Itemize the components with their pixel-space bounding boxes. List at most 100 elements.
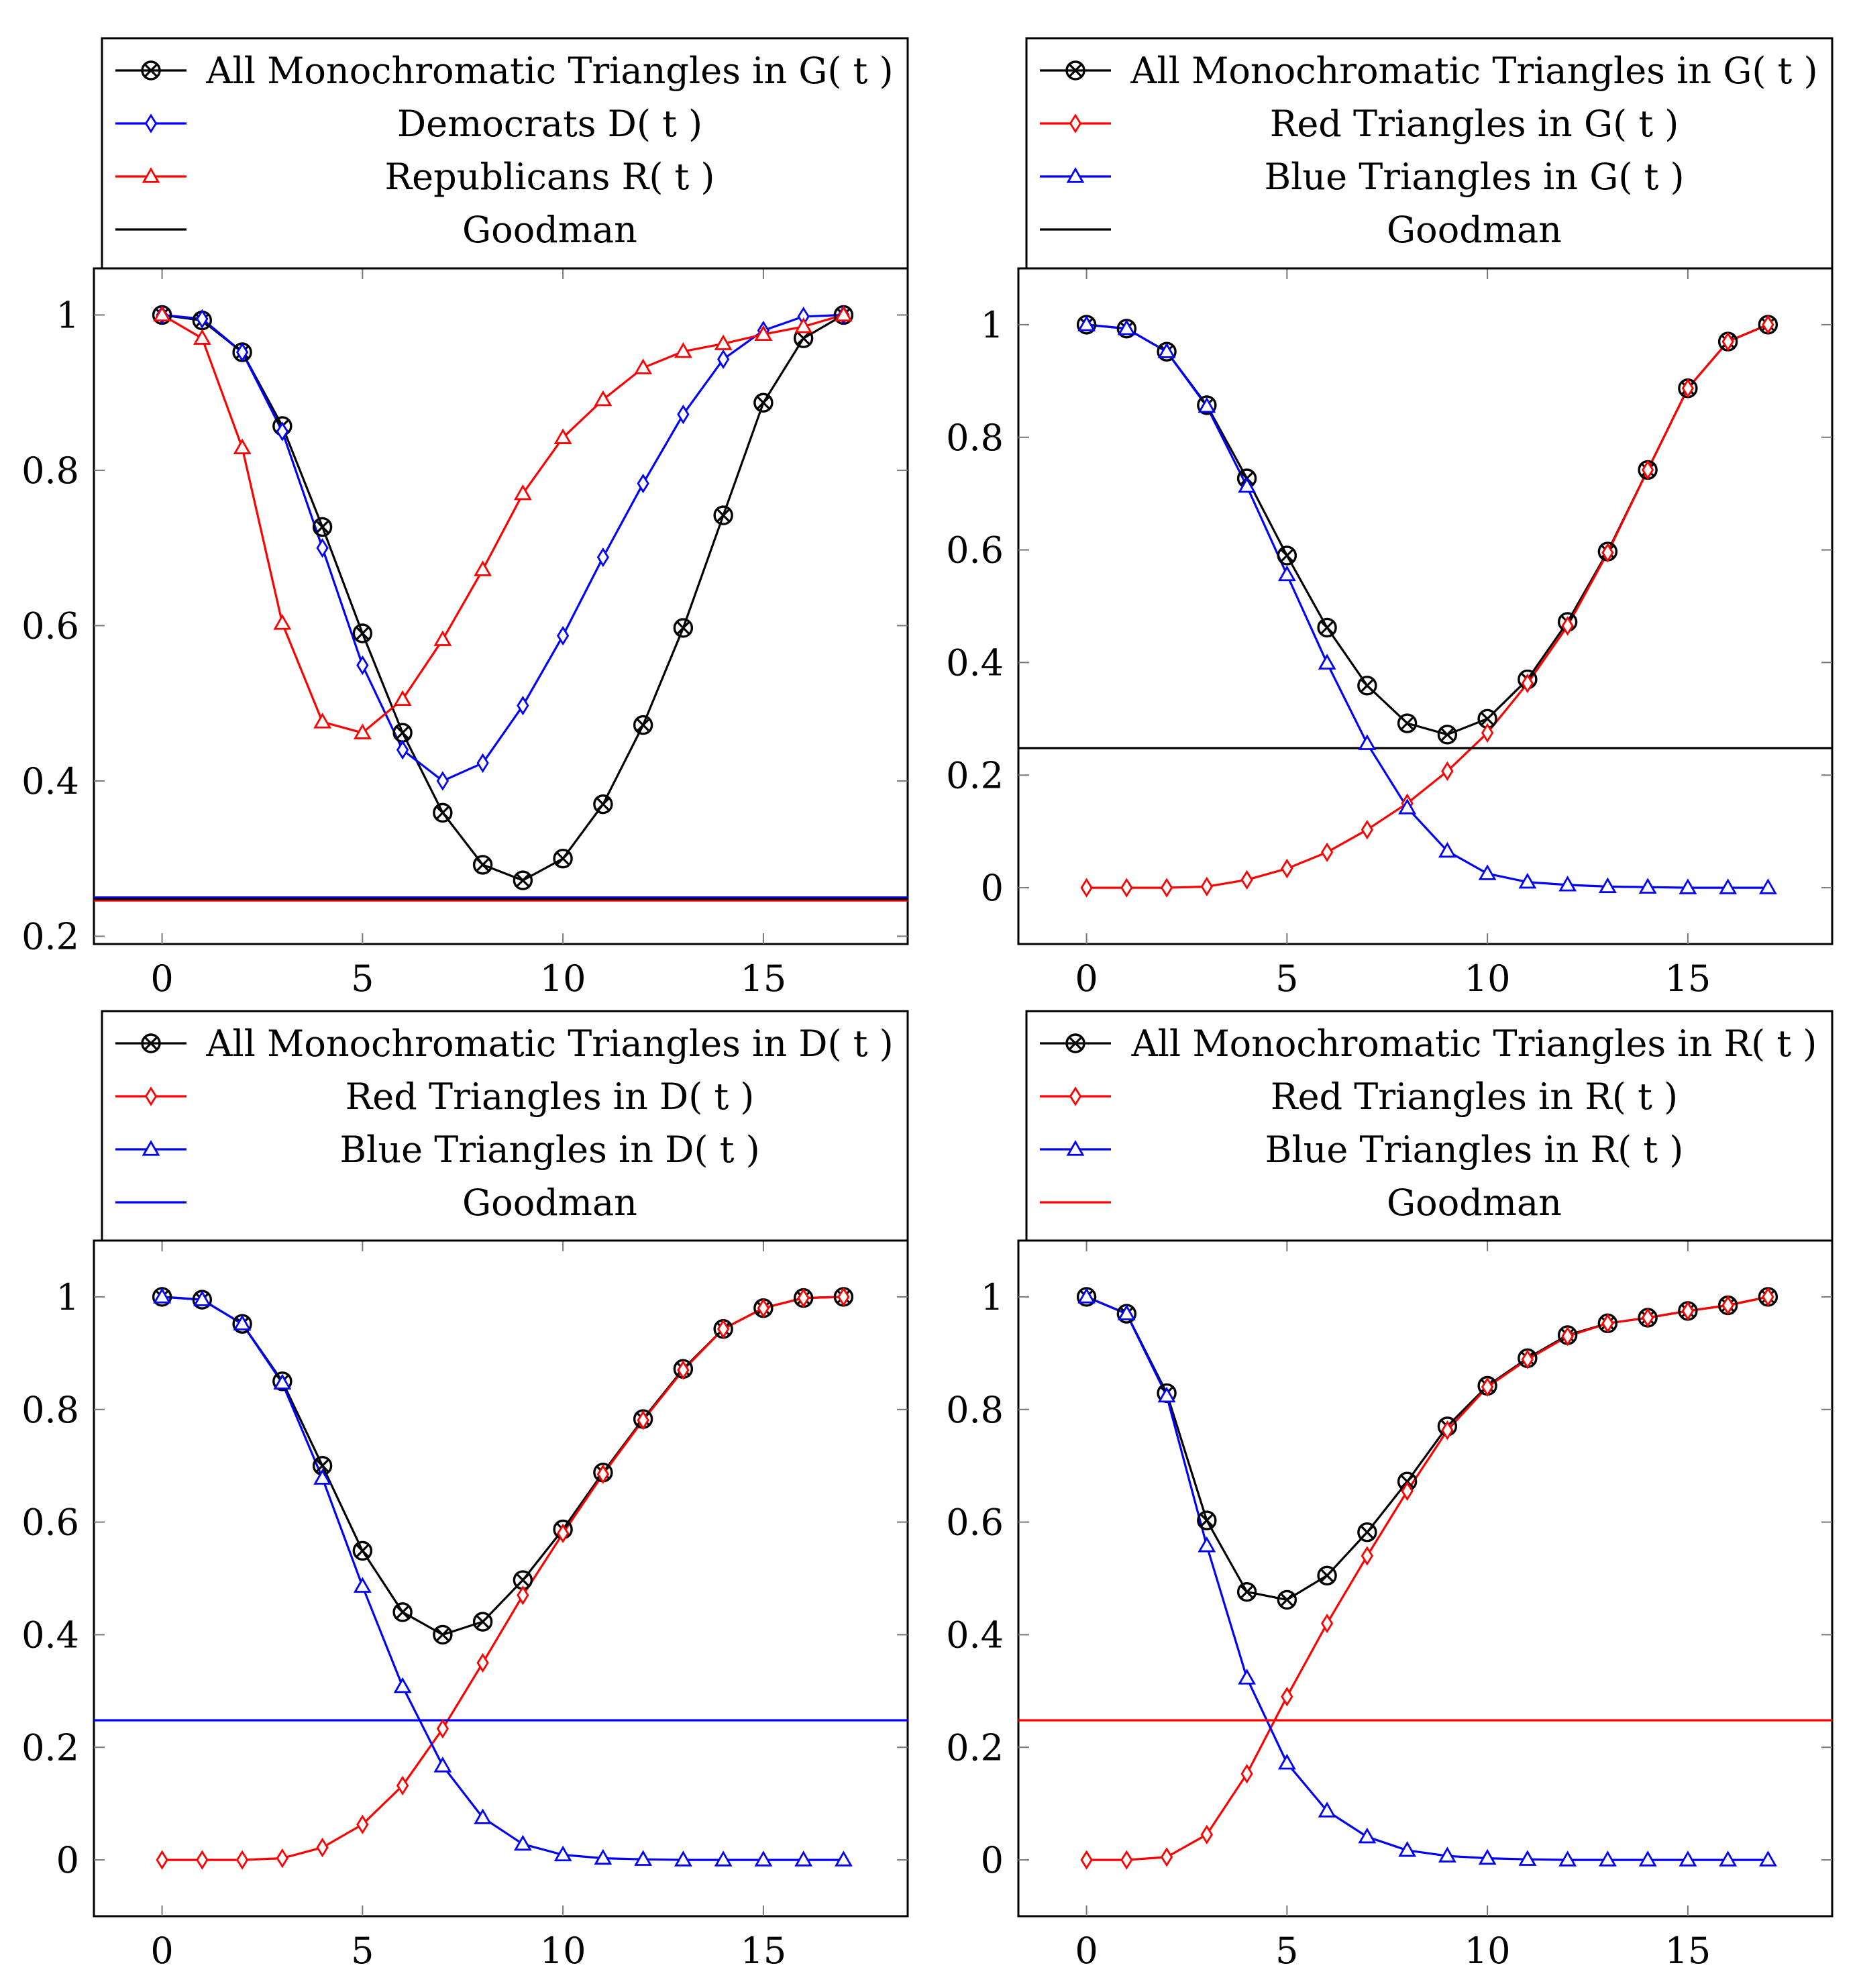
- legend-entry-label: Red Triangles in R( t ): [1271, 1076, 1678, 1118]
- data-point: [476, 753, 489, 773]
- data-point-ring: [472, 855, 493, 875]
- data-point: [1277, 565, 1296, 582]
- data-point: [634, 1850, 653, 1866]
- legend-entry-label: All Monochromatic Triangles in D( t ): [205, 1023, 893, 1065]
- data-point-cross: [1280, 548, 1294, 563]
- data-point: [153, 305, 171, 322]
- data-point-cross: [476, 857, 490, 872]
- chart-panel-bottom-left: 0 5 10 15 0 0.2 0.4 0.6 0.8 1 All Monochromatic Tr…: [21, 1010, 909, 1972]
- y-tick-label: 0.2: [21, 1726, 79, 1769]
- legend-entry-label: All Monochromatic Triangles in G( t ): [205, 50, 893, 92]
- x-tick-label: 0: [1075, 1930, 1098, 1972]
- data-point: [1762, 315, 1774, 335]
- y-tick-label: 0: [981, 1839, 1004, 1881]
- data-point-cross: [1480, 712, 1495, 726]
- data-point: [633, 715, 653, 735]
- data-point: [513, 1834, 532, 1851]
- data-point: [716, 1319, 730, 1339]
- y-tick-label: 0.6: [21, 605, 79, 647]
- series-line-1: [162, 313, 844, 782]
- x-tick-label: 0: [1075, 957, 1098, 1000]
- data-point: [352, 623, 373, 643]
- series-markers-1: [1080, 315, 1774, 898]
- data-point: [794, 317, 813, 333]
- data-point-ring: [352, 1540, 373, 1561]
- data-point: [1198, 1536, 1216, 1553]
- data-point: [1317, 1565, 1337, 1586]
- data-point: [596, 1464, 610, 1484]
- x-tick-label: 5: [1275, 957, 1298, 1000]
- x-tick-label: 0: [150, 1930, 173, 1972]
- data-point: [1438, 1846, 1456, 1863]
- data-point: [1481, 723, 1494, 743]
- data-point: [273, 614, 292, 630]
- data-point-ring: [312, 517, 333, 537]
- legend-entry-label: All Monochromatic Triangles in G( t ): [1130, 50, 1817, 92]
- legend-entry-label: Blue Triangles in G( t ): [1264, 156, 1684, 198]
- data-point: [233, 1314, 252, 1330]
- data-point-ring: [553, 848, 573, 869]
- data-point: [1438, 841, 1456, 858]
- data-point: [556, 1523, 570, 1544]
- legend-box: [101, 37, 909, 270]
- data-point: [1478, 1848, 1497, 1865]
- data-point: [674, 342, 692, 358]
- y-tick-label: 0: [56, 1839, 79, 1881]
- data-point: [1441, 1420, 1454, 1441]
- data-point: [834, 1850, 853, 1867]
- legend-entry-label: Republicans R( t ): [385, 156, 715, 198]
- data-point: [1200, 876, 1213, 897]
- data-point: [1358, 1827, 1377, 1844]
- data-point-cross: [676, 621, 690, 635]
- data-point: [1277, 545, 1297, 566]
- data-point: [1398, 1840, 1417, 1857]
- plot-marks: [1018, 315, 1832, 898]
- plot-area: [1017, 267, 1834, 945]
- data-point: [1080, 878, 1093, 898]
- y-tick-label: 0.8: [946, 1389, 1004, 1431]
- data-point: [634, 358, 653, 374]
- legend-swatch-marker-ring: [141, 1033, 161, 1053]
- data-point-ring: [713, 505, 733, 525]
- data-point: [1157, 1386, 1176, 1403]
- data-point-cross: [356, 1544, 370, 1558]
- data-point: [1518, 872, 1537, 889]
- data-point: [1679, 878, 1697, 894]
- data-point: [474, 560, 492, 576]
- data-point: [472, 855, 493, 875]
- data-point: [356, 655, 369, 676]
- data-point: [433, 1757, 452, 1773]
- legend-swatch-marker: [1066, 1140, 1085, 1156]
- data-point: [594, 1848, 613, 1865]
- plot-area: [1017, 1239, 1834, 1918]
- data-point: [353, 723, 372, 739]
- plot-area: [93, 267, 909, 945]
- data-point: [1320, 842, 1334, 862]
- data-point-ring: [1236, 1581, 1257, 1602]
- data-point: [153, 1288, 171, 1304]
- y-tick-label: 0.8: [946, 417, 1004, 459]
- data-point: [594, 390, 613, 407]
- data-point-ring: [392, 1602, 413, 1622]
- data-point: [1277, 1753, 1296, 1770]
- data-point: [1641, 1308, 1654, 1328]
- plot-area: [93, 1239, 909, 1918]
- data-point: [436, 771, 449, 791]
- data-point: [553, 848, 573, 869]
- data-point-ring: [352, 623, 373, 643]
- data-point: [754, 325, 773, 342]
- data-point: [716, 349, 730, 370]
- series-line-2: [162, 1296, 844, 1861]
- data-point: [396, 1775, 409, 1795]
- series-markers-2: [1077, 315, 1777, 894]
- data-point: [1318, 653, 1336, 670]
- data-point-ring: [1357, 676, 1377, 696]
- legend-entry-label: Goodman: [462, 1182, 637, 1224]
- legend-entry-label: Red Triangles in D( t ): [346, 1076, 755, 1118]
- data-point: [556, 625, 570, 646]
- data-point: [1638, 878, 1657, 894]
- data-point: [396, 739, 409, 760]
- legend-swatch-marker: [142, 1140, 160, 1156]
- data-point: [196, 309, 209, 329]
- data-point-ring: [1317, 617, 1337, 638]
